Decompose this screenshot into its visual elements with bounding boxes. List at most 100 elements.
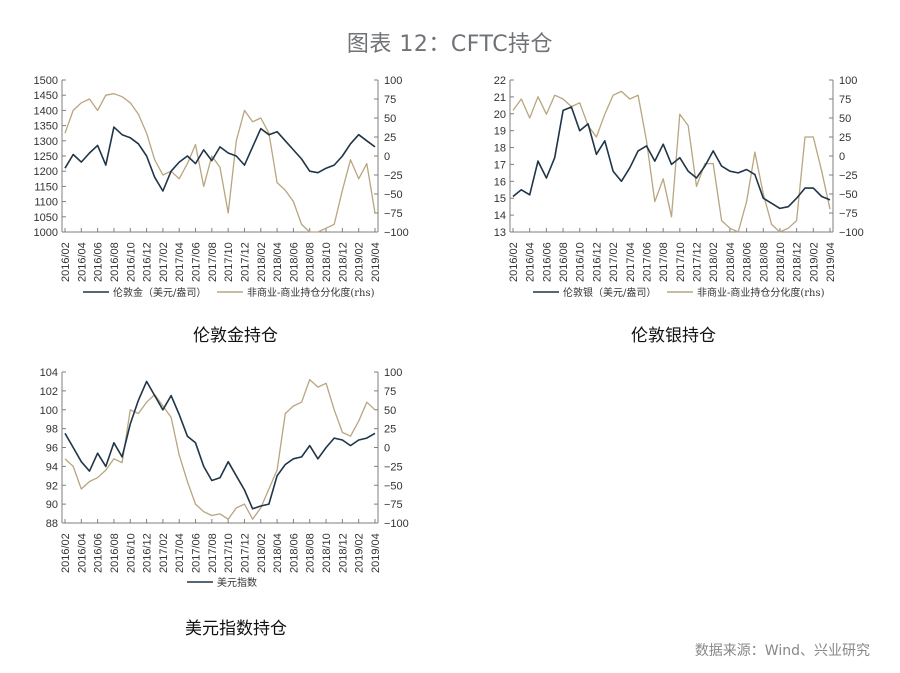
x-tick-label: 2018/08 [305, 242, 317, 282]
x-tick-label: 2016/10 [125, 533, 137, 573]
right-tick-label: 50 [384, 113, 396, 125]
right-tick-label: 75 [384, 386, 396, 398]
left-tick-label: 92 [46, 480, 58, 492]
left-tick-label: 98 [46, 424, 58, 436]
left-tick-label: 14 [494, 210, 506, 222]
left-tick-label: 16 [494, 176, 506, 188]
x-tick-label: 2018/02 [708, 242, 720, 282]
right-tick-label: 100 [384, 367, 402, 379]
x-tick-label: 2018/12 [337, 533, 349, 573]
left-tick-label: 18 [494, 143, 506, 155]
right-tick-label: −50 [839, 189, 858, 201]
x-tick-label: 2018/06 [288, 533, 300, 573]
x-tick-label: 2016/04 [76, 242, 88, 282]
x-tick-label: 2017/02 [608, 242, 620, 282]
right-tick-label: 50 [384, 405, 396, 417]
x-tick-label: 2017/08 [207, 242, 219, 282]
x-tick-label: 2018/04 [725, 242, 737, 282]
x-tick-label: 2017/10 [223, 533, 235, 573]
legend-label: 非商业-商业持仓分化度(rhs) [247, 286, 375, 299]
x-tick-label: 2016/04 [525, 242, 537, 282]
x-tick-label: 2017/06 [641, 242, 653, 282]
left-tick-label: 19 [494, 126, 506, 138]
right-tick-label: −100 [839, 227, 864, 239]
x-tick-label: 2018/04 [272, 533, 284, 573]
x-tick-label: 2018/12 [792, 242, 804, 282]
x-tick-label: 2018/10 [321, 533, 333, 573]
right-tick-label: −25 [384, 170, 403, 182]
left-tick-label: 1100 [34, 197, 58, 209]
right-tick-label: 100 [384, 75, 402, 87]
right-tick-label: −100 [384, 518, 409, 530]
left-tick-label: 15 [494, 193, 506, 205]
x-tick-label: 2016/08 [109, 533, 121, 573]
x-tick-label: 2017/10 [675, 242, 687, 282]
x-tick-label: 2016/02 [508, 242, 520, 282]
legend-label: 伦敦银（美元/盎司） [563, 286, 656, 299]
right-tick-label: 0 [839, 151, 845, 163]
left-tick-label: 96 [46, 443, 58, 455]
page-title: 图表 12：CFTC持仓 [346, 32, 554, 57]
chart-usd-title: 美元指数持仓 [185, 619, 287, 639]
x-tick-label: 2017/06 [191, 242, 203, 282]
rhs-series-line [512, 90, 831, 233]
left-tick-label: 94 [46, 461, 58, 473]
x-tick-label: 2017/12 [239, 242, 251, 282]
x-tick-label: 2018/10 [775, 242, 787, 282]
right-tick-label: 0 [384, 151, 390, 163]
left-tick-label: 90 [46, 499, 58, 511]
rhs-series-line [64, 378, 376, 520]
right-tick-label: 25 [839, 132, 851, 144]
x-tick-label: 2017/12 [239, 533, 251, 573]
x-tick-label: 2016/06 [541, 242, 553, 282]
primary-series-line [64, 126, 376, 192]
x-tick-label: 2016/12 [142, 242, 154, 282]
x-tick-label: 2019/02 [808, 242, 820, 282]
left-tick-label: 20 [494, 109, 506, 121]
legend-label: 非商业-商业持仓分化度(rhs) [697, 286, 825, 299]
primary-series-line [64, 380, 376, 510]
x-tick-label: 2018/02 [256, 242, 268, 282]
x-tick-label: 2016/02 [60, 242, 72, 282]
right-tick-label: 0 [384, 443, 390, 455]
left-tick-label: 1200 [34, 166, 58, 178]
x-tick-label: 2017/12 [692, 242, 704, 282]
x-tick-label: 2016/08 [558, 242, 570, 282]
x-tick-label: 2017/04 [625, 242, 637, 282]
data-source-note: 数据来源：Wind、兴业研究 [694, 643, 870, 659]
x-tick-label: 2016/12 [142, 533, 154, 573]
right-tick-label: −75 [839, 208, 858, 220]
legend-label: 美元指数 [217, 576, 257, 589]
right-tick-label: −50 [384, 189, 403, 201]
x-tick-label: 2016/08 [109, 242, 121, 282]
x-tick-label: 2016/10 [575, 242, 587, 282]
x-tick-label: 2017/04 [174, 533, 186, 573]
x-tick-label: 2017/02 [158, 242, 170, 282]
right-tick-label: −75 [384, 499, 403, 511]
left-tick-label: 102 [40, 386, 58, 398]
right-tick-label: −100 [384, 227, 409, 239]
left-tick-label: 1150 [34, 181, 58, 193]
x-tick-label: 2017/08 [207, 533, 219, 573]
x-tick-label: 2019/04 [825, 242, 837, 282]
x-tick-label: 2017/10 [223, 242, 235, 282]
x-tick-label: 2018/06 [288, 242, 300, 282]
chart-gold-title: 伦敦金持仓 [193, 326, 278, 346]
chart-silver-title: 伦敦银持仓 [631, 326, 716, 346]
primary-series-line [512, 106, 831, 210]
right-tick-label: 25 [384, 132, 396, 144]
right-tick-label: 75 [384, 94, 396, 106]
chart-gold-positions: 1000105011001150120012501300135014001450… [34, 75, 409, 299]
right-tick-label: 50 [839, 113, 851, 125]
x-tick-label: 2018/06 [742, 242, 754, 282]
rhs-series-line [64, 93, 376, 233]
x-tick-label: 2018/08 [305, 533, 317, 573]
x-tick-label: 2019/04 [370, 242, 382, 282]
x-tick-label: 2018/04 [272, 242, 284, 282]
left-tick-label: 1350 [34, 121, 58, 133]
left-tick-label: 1000 [34, 227, 58, 239]
x-tick-label: 2017/02 [158, 533, 170, 573]
left-tick-label: 21 [494, 92, 506, 104]
left-tick-label: 1300 [34, 136, 58, 148]
